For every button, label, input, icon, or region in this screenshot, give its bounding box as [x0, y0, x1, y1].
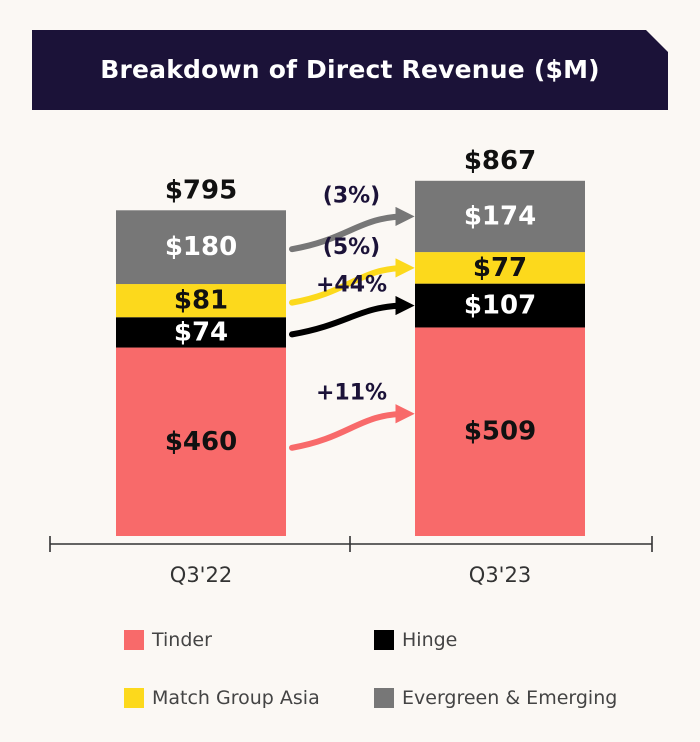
bar-match-group-asia-q3-22	[116, 284, 286, 318]
x-tick-label-q3-23: Q3'23	[469, 563, 531, 587]
title-banner: Breakdown of Direct Revenue ($M)	[32, 30, 668, 110]
legend-swatch-hinge	[374, 630, 394, 650]
growth-label-evergreen-emerging: (3%)	[323, 183, 380, 208]
legend-swatch-match-group-asia	[124, 688, 144, 708]
bar-hinge-q3-23	[415, 283, 585, 328]
growth-label-tinder: +11%	[316, 381, 387, 406]
legend-label-hinge: Hinge	[402, 629, 458, 651]
bar-match-group-asia-q3-23	[415, 252, 585, 284]
data-label-match-group-asia-q3-22: $81	[174, 286, 228, 316]
bar-tinder-q3-22	[116, 347, 286, 536]
legend-swatch-evergreen-emerging	[374, 688, 394, 708]
bar-hinge-q3-22	[116, 317, 286, 348]
bar-evergreen-emerging-q3-22	[116, 210, 286, 285]
data-label-hinge-q3-23: $107	[464, 291, 536, 321]
legend-label-tinder: Tinder	[152, 629, 212, 651]
legend-label-match-group-asia: Match Group Asia	[152, 687, 320, 709]
growth-arrow-tinder	[289, 404, 415, 451]
data-label-evergreen-emerging-q3-22: $180	[165, 232, 237, 262]
chart-title: Breakdown of Direct Revenue ($M)	[100, 55, 600, 84]
bar-tinder-q3-23	[415, 327, 585, 536]
growth-label-match-group-asia: (5%)	[323, 235, 380, 260]
total-label-q3-22: $795	[165, 175, 237, 205]
legend-label-evergreen-emerging: Evergreen & Emerging	[402, 687, 618, 709]
legend-swatch-tinder	[124, 630, 144, 650]
growth-arrow-match-group-asia	[289, 258, 415, 306]
data-label-evergreen-emerging-q3-23: $174	[464, 201, 536, 231]
data-label-hinge-q3-22: $74	[174, 317, 228, 347]
data-label-tinder-q3-22: $460	[165, 427, 237, 457]
bar-evergreen-emerging-q3-23	[415, 180, 585, 253]
growth-arrow-evergreen-emerging	[289, 206, 415, 253]
growth-label-hinge: +44%	[316, 273, 387, 298]
total-label-q3-23: $867	[464, 146, 536, 176]
x-tick-label-q3-22: Q3'22	[170, 563, 232, 587]
data-label-tinder-q3-23: $509	[464, 417, 536, 447]
data-label-match-group-asia-q3-23: $77	[473, 253, 527, 283]
growth-arrow-hinge	[289, 295, 415, 338]
